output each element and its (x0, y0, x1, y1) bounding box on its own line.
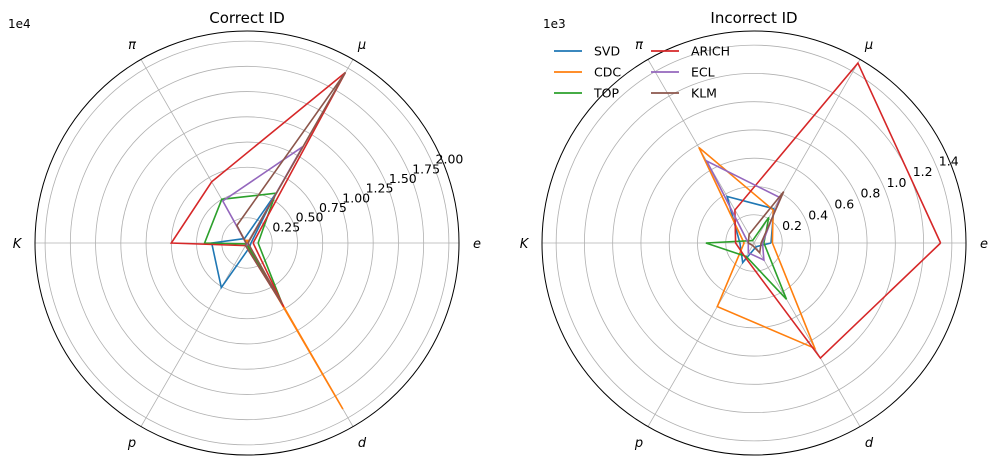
r-tick-label: 1.00 (342, 190, 370, 205)
series-lines (698, 61, 942, 360)
r-tick-label: 0.8 (860, 186, 880, 201)
category-label: p (634, 436, 643, 451)
r-tick-label: 0.4 (808, 207, 828, 222)
r-tick-label: 1.2 (913, 164, 933, 179)
category-label: K (520, 237, 530, 252)
r-tick-label: 1.0 (887, 175, 907, 190)
legend: SVD CDC TOP ARICH ECL KLM (554, 44, 730, 101)
correct-id-panel: Correct ID 1e4 0.250.500.751.001.251.501… (8, 9, 481, 456)
category-label: μ (357, 38, 366, 53)
series-lines (169, 71, 347, 410)
series-line-top (705, 216, 788, 300)
r-tick-label: 1.25 (366, 181, 394, 196)
grid-spoke (140, 242, 248, 427)
legend-label: ARICH (691, 44, 730, 59)
r-tick-label: 2.00 (436, 152, 464, 167)
category-label: e (980, 237, 988, 252)
outer-frame (34, 30, 460, 456)
grid-spoke (647, 242, 755, 427)
category-label: K (13, 237, 23, 252)
scale-exponent-label: 1e4 (8, 17, 31, 31)
grid (542, 44, 966, 442)
r-tick-label: 0.75 (319, 200, 347, 215)
legend-label: ECL (691, 65, 715, 80)
series-line-klm (235, 72, 347, 305)
series-line-klm (747, 191, 785, 255)
legend-label: KLM (691, 86, 717, 101)
category-label: μ (864, 38, 873, 53)
category-label: π (128, 38, 136, 53)
incorrect-id-panel: Incorrect ID 1e3 0.2 0.4 0.6 0.8 1.0 1.2 1.4 e μ… (520, 9, 988, 456)
legend-label: SVD (594, 44, 620, 59)
r-tick-label: 1.75 (412, 161, 440, 176)
series-line-cdc (698, 146, 817, 350)
grid-spoke (753, 59, 861, 244)
r-tick-label: 1.4 (939, 153, 959, 168)
category-label: e (473, 237, 481, 252)
r-tick-label: 0.25 (272, 219, 300, 234)
series-line-svd (725, 195, 775, 265)
r-tick-label: 0.50 (296, 210, 324, 225)
scale-exponent-label: 1e3 (543, 17, 566, 31)
r-tick-label: 0.6 (834, 197, 854, 212)
outer-frame (541, 30, 967, 456)
chart-title: Correct ID (209, 9, 285, 27)
category-label: d (865, 436, 874, 451)
series-line-arich (169, 71, 347, 308)
series-line-cdc (244, 239, 344, 410)
r-tick-label: 0.2 (782, 218, 802, 233)
grid-spoke (753, 242, 861, 427)
category-label: d (358, 436, 367, 451)
category-label: π (635, 38, 643, 53)
category-label: p (127, 436, 136, 451)
series-line-arich (734, 61, 942, 360)
legend-label: TOP (593, 86, 619, 101)
chart-title: Incorrect ID (710, 9, 797, 27)
legend-label: CDC (594, 65, 621, 80)
r-tick-label: 1.50 (389, 171, 417, 186)
